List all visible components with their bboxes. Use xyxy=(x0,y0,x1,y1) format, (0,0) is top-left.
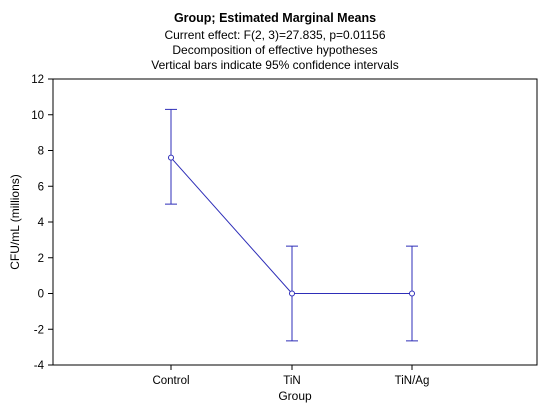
chart-subtitle-line-2: Decomposition of effective hypotheses xyxy=(172,43,377,57)
x-axis: Control TiN TiN/Ag xyxy=(152,365,429,387)
plot-area xyxy=(52,78,538,366)
data-point xyxy=(409,290,415,297)
y-tick-label: -2 xyxy=(34,324,44,336)
x-tick-label: TiN xyxy=(283,375,300,387)
data-point xyxy=(289,290,295,297)
y-tick-label: 4 xyxy=(38,217,45,229)
y-tick-label: 0 xyxy=(38,289,44,301)
y-tick-label: 6 xyxy=(38,181,44,193)
y-tick-label: -4 xyxy=(34,360,45,372)
y-tick-label: 2 xyxy=(38,253,44,265)
y-tick-label: 12 xyxy=(31,74,44,86)
y-tick-label: 10 xyxy=(31,110,44,122)
series-group xyxy=(165,108,418,342)
y-tick-label: 8 xyxy=(38,146,44,158)
data-point xyxy=(168,154,174,161)
x-tick-label: Control xyxy=(152,375,189,387)
x-axis-label: Group xyxy=(278,389,312,403)
chart-subtitle-line-3: Vertical bars indicate 95% confidence in… xyxy=(151,58,398,72)
y-axis: -4 -2 0 2 4 6 8 10 12 xyxy=(31,74,53,372)
chart-subtitle-line-1: Current effect: F(2, 3)=27.835, p=0.0115… xyxy=(164,28,385,42)
x-tick-label: TiN/Ag xyxy=(395,375,430,387)
y-axis-label: CFU/mL (millions) xyxy=(8,174,22,270)
chart-title: Group; Estimated Marginal Means xyxy=(174,11,376,25)
